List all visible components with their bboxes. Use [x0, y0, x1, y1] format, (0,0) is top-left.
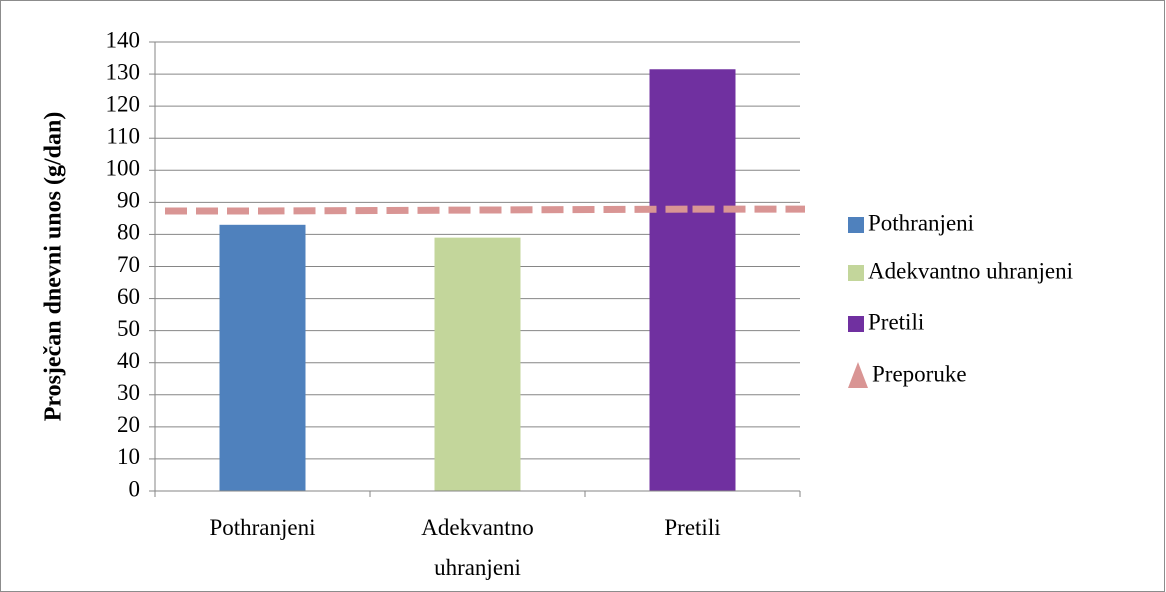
y-tick-label: 50 — [117, 316, 140, 341]
legend-marker — [848, 265, 864, 281]
legend-marker — [848, 217, 864, 233]
bar — [219, 224, 306, 492]
y-tick-label: 130 — [106, 59, 141, 84]
y-tick-label: 40 — [117, 348, 140, 373]
x-tick-label-line: uhranjeni — [434, 555, 521, 580]
legend-marker — [848, 362, 868, 388]
legend-label: Adekvantno uhranjeni — [868, 258, 1073, 283]
line — [262, 205, 693, 215]
bar — [649, 69, 736, 491]
x-tick-label: Pretili — [664, 515, 720, 540]
x-tick-label-line: Adekvantno — [421, 515, 533, 540]
x-tick-label: Adekvantno uhranjeni — [421, 515, 533, 580]
y-tick-label: 70 — [117, 252, 140, 277]
y-tick-label: 30 — [117, 380, 140, 405]
x-tick-label-line: Pretili — [664, 515, 720, 540]
y-tick-label: 90 — [117, 188, 140, 213]
y-tick-label: 100 — [106, 156, 141, 181]
y-axis-title: Prosječan dnevni unos (g/dan) — [41, 112, 67, 422]
y-tick-label: 20 — [117, 412, 140, 437]
y-tick-label: 80 — [117, 220, 140, 245]
y-tick-label: 140 — [106, 27, 141, 52]
x-tick-label: Pothranjeni — [209, 515, 315, 540]
y-tick-label: 120 — [106, 91, 141, 116]
y-tick-label: 110 — [106, 123, 140, 148]
bar — [434, 237, 521, 491]
legend-label: Pretili — [868, 309, 924, 334]
legend-marker — [848, 316, 864, 332]
x-tick-label-line: Pothranjeni — [209, 515, 315, 540]
legend-label: Preporuke — [872, 361, 967, 386]
legend-label: Pothranjeni — [868, 210, 974, 235]
y-tick-label: 60 — [117, 284, 140, 309]
y-tick-label: 0 — [129, 476, 141, 501]
y-tick-label: 10 — [117, 444, 140, 469]
